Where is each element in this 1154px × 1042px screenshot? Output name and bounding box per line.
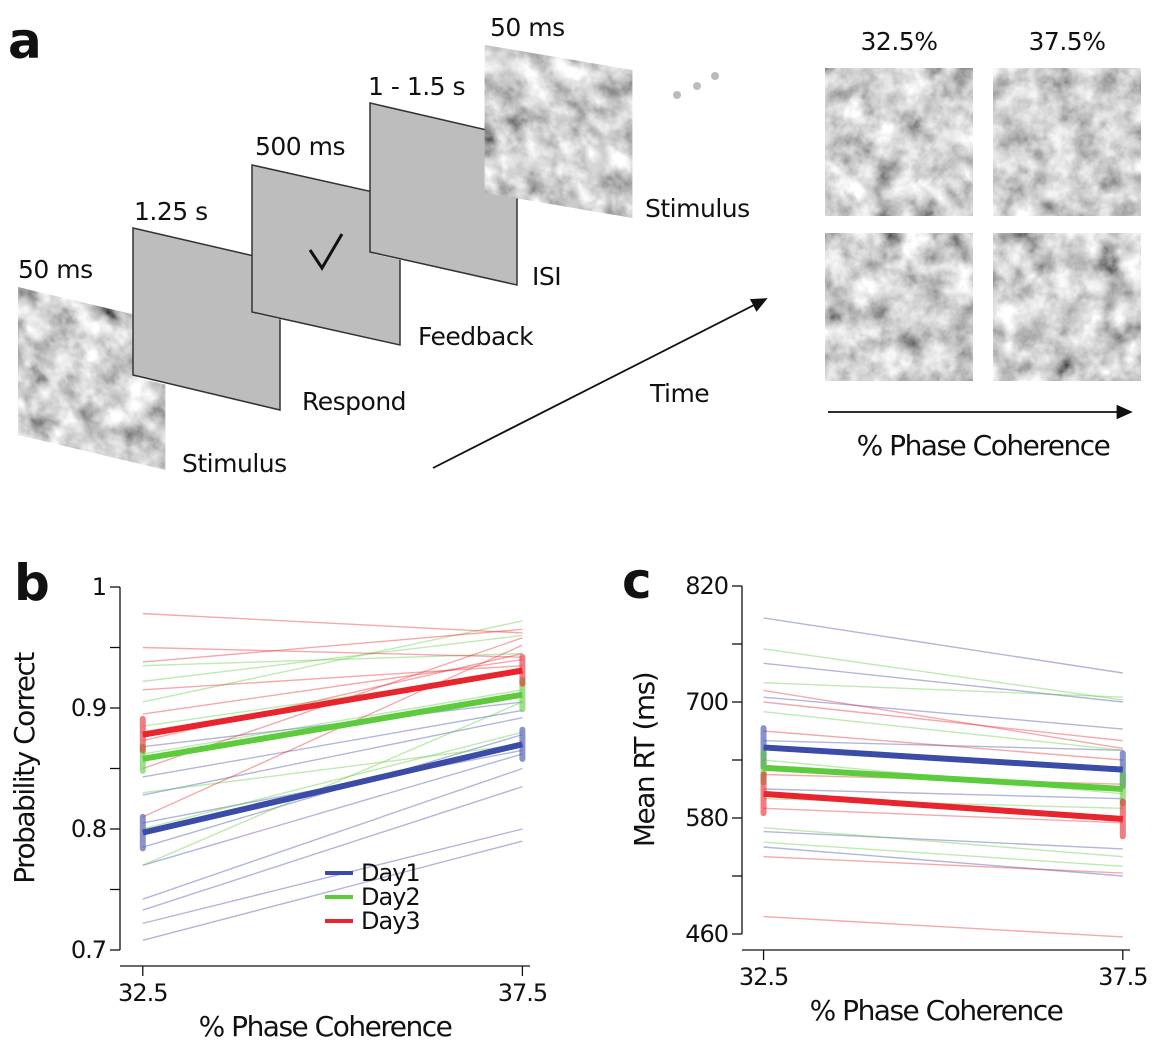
frame-label: Feedback	[418, 322, 534, 351]
subject-line	[763, 617, 1123, 674]
y-tick-label: 0.9	[71, 694, 106, 722]
subject-line	[142, 753, 523, 866]
subject-line	[142, 628, 523, 663]
x-tick-label: 32.5	[118, 979, 167, 1007]
duration: 500 ms	[255, 132, 345, 161]
subject-line	[763, 830, 1123, 850]
subject-line	[763, 855, 1123, 874]
x-axis-label: % Phase Coherence	[810, 994, 1063, 1027]
subject-line	[763, 681, 1123, 698]
stimulus-image	[18, 286, 165, 470]
subject-line	[763, 915, 1123, 938]
series-line	[763, 790, 1124, 822]
subject-line	[142, 646, 523, 658]
feedback-frame	[251, 164, 401, 346]
y-tick-label: 1	[92, 573, 106, 601]
series-line	[142, 691, 523, 762]
y-tick-label: 0.8	[71, 815, 106, 843]
coherence-level: 32.5%	[861, 27, 938, 56]
y-tick-label: 580	[685, 804, 728, 832]
subject-line	[763, 696, 1123, 730]
time-arrow	[432, 298, 768, 469]
panel-label: b	[14, 554, 50, 612]
subject-line	[142, 634, 523, 683]
dot	[711, 72, 719, 80]
x-axis-label: % Phase Coherence	[199, 1010, 452, 1042]
x-tick-label: 32.5	[739, 963, 788, 991]
stimulus-image	[825, 68, 973, 216]
duration: 50 ms	[490, 13, 565, 42]
coherence-level: 37.5%	[1029, 27, 1106, 56]
panel-label: a	[8, 12, 42, 70]
coherence-axis-label: % Phase Coherence	[857, 429, 1110, 462]
stimulus-image	[993, 233, 1141, 381]
subject-line	[142, 743, 523, 794]
isi-frame	[369, 102, 518, 286]
subject-line	[142, 689, 523, 755]
subject-line	[763, 826, 1123, 858]
panel-label: c	[622, 552, 652, 610]
frame-label: Stimulus	[182, 449, 287, 478]
respond-frame	[132, 227, 281, 411]
y-tick-label: 820	[685, 572, 728, 600]
y-axis-label: Probability Correct	[8, 652, 41, 884]
duration: 50 ms	[18, 255, 93, 284]
subject-line	[142, 701, 523, 866]
stimulus-image	[825, 233, 973, 381]
dot	[693, 82, 701, 90]
frame-label: Respond	[302, 387, 406, 416]
subject-line	[763, 788, 1123, 800]
series-line	[142, 667, 523, 738]
checkmark	[308, 233, 344, 271]
subject-line	[763, 710, 1123, 752]
subject-line	[142, 709, 523, 778]
subject-line	[763, 841, 1123, 868]
series-line	[142, 741, 524, 836]
subject-line	[142, 644, 523, 818]
subject-line	[142, 840, 523, 941]
legend-label: Day1	[361, 859, 420, 887]
legend-label: Day2	[361, 883, 420, 911]
subject-line	[142, 785, 523, 911]
stimulus-image	[993, 68, 1141, 216]
y-tick-label: 460	[685, 920, 728, 948]
subject-line	[142, 612, 523, 634]
dot	[673, 91, 681, 99]
y-tick-label: 700	[685, 688, 728, 716]
x-tick-label: 37.5	[498, 979, 547, 1007]
subject-line	[142, 828, 523, 925]
y-axis-label: Mean RT (ms)	[628, 673, 661, 847]
subject-line	[142, 620, 523, 703]
subject-line	[763, 739, 1123, 752]
subject-line	[142, 767, 523, 900]
duration: 1 - 1.5 s	[368, 72, 465, 101]
subject-line	[763, 662, 1123, 703]
subject-line	[142, 664, 523, 691]
subject-line	[763, 846, 1123, 877]
subject-line	[763, 701, 1123, 742]
subject-line	[763, 689, 1123, 750]
subject-line	[763, 648, 1123, 701]
time-label: Time	[649, 379, 709, 408]
x-tick-label: 37.5	[1098, 963, 1147, 991]
legend-label: Day3	[361, 907, 420, 935]
stimulus-image	[485, 44, 632, 218]
panel-a: a 50 ms Stimulus 1.25 s Respond 500 ms F…	[8, 12, 1141, 478]
series-line	[763, 744, 1123, 773]
frame-label: ISI	[532, 262, 561, 291]
subject-line	[763, 807, 1123, 824]
subject-line	[142, 658, 523, 715]
series-line	[763, 764, 1123, 792]
subject-line	[142, 731, 523, 830]
frame-label: Stimulus	[645, 194, 750, 223]
subject-line	[142, 652, 523, 667]
subject-line	[763, 730, 1123, 761]
subject-line	[142, 716, 523, 796]
y-tick-label: 0.7	[71, 936, 106, 964]
duration: 1.25 s	[134, 197, 208, 226]
